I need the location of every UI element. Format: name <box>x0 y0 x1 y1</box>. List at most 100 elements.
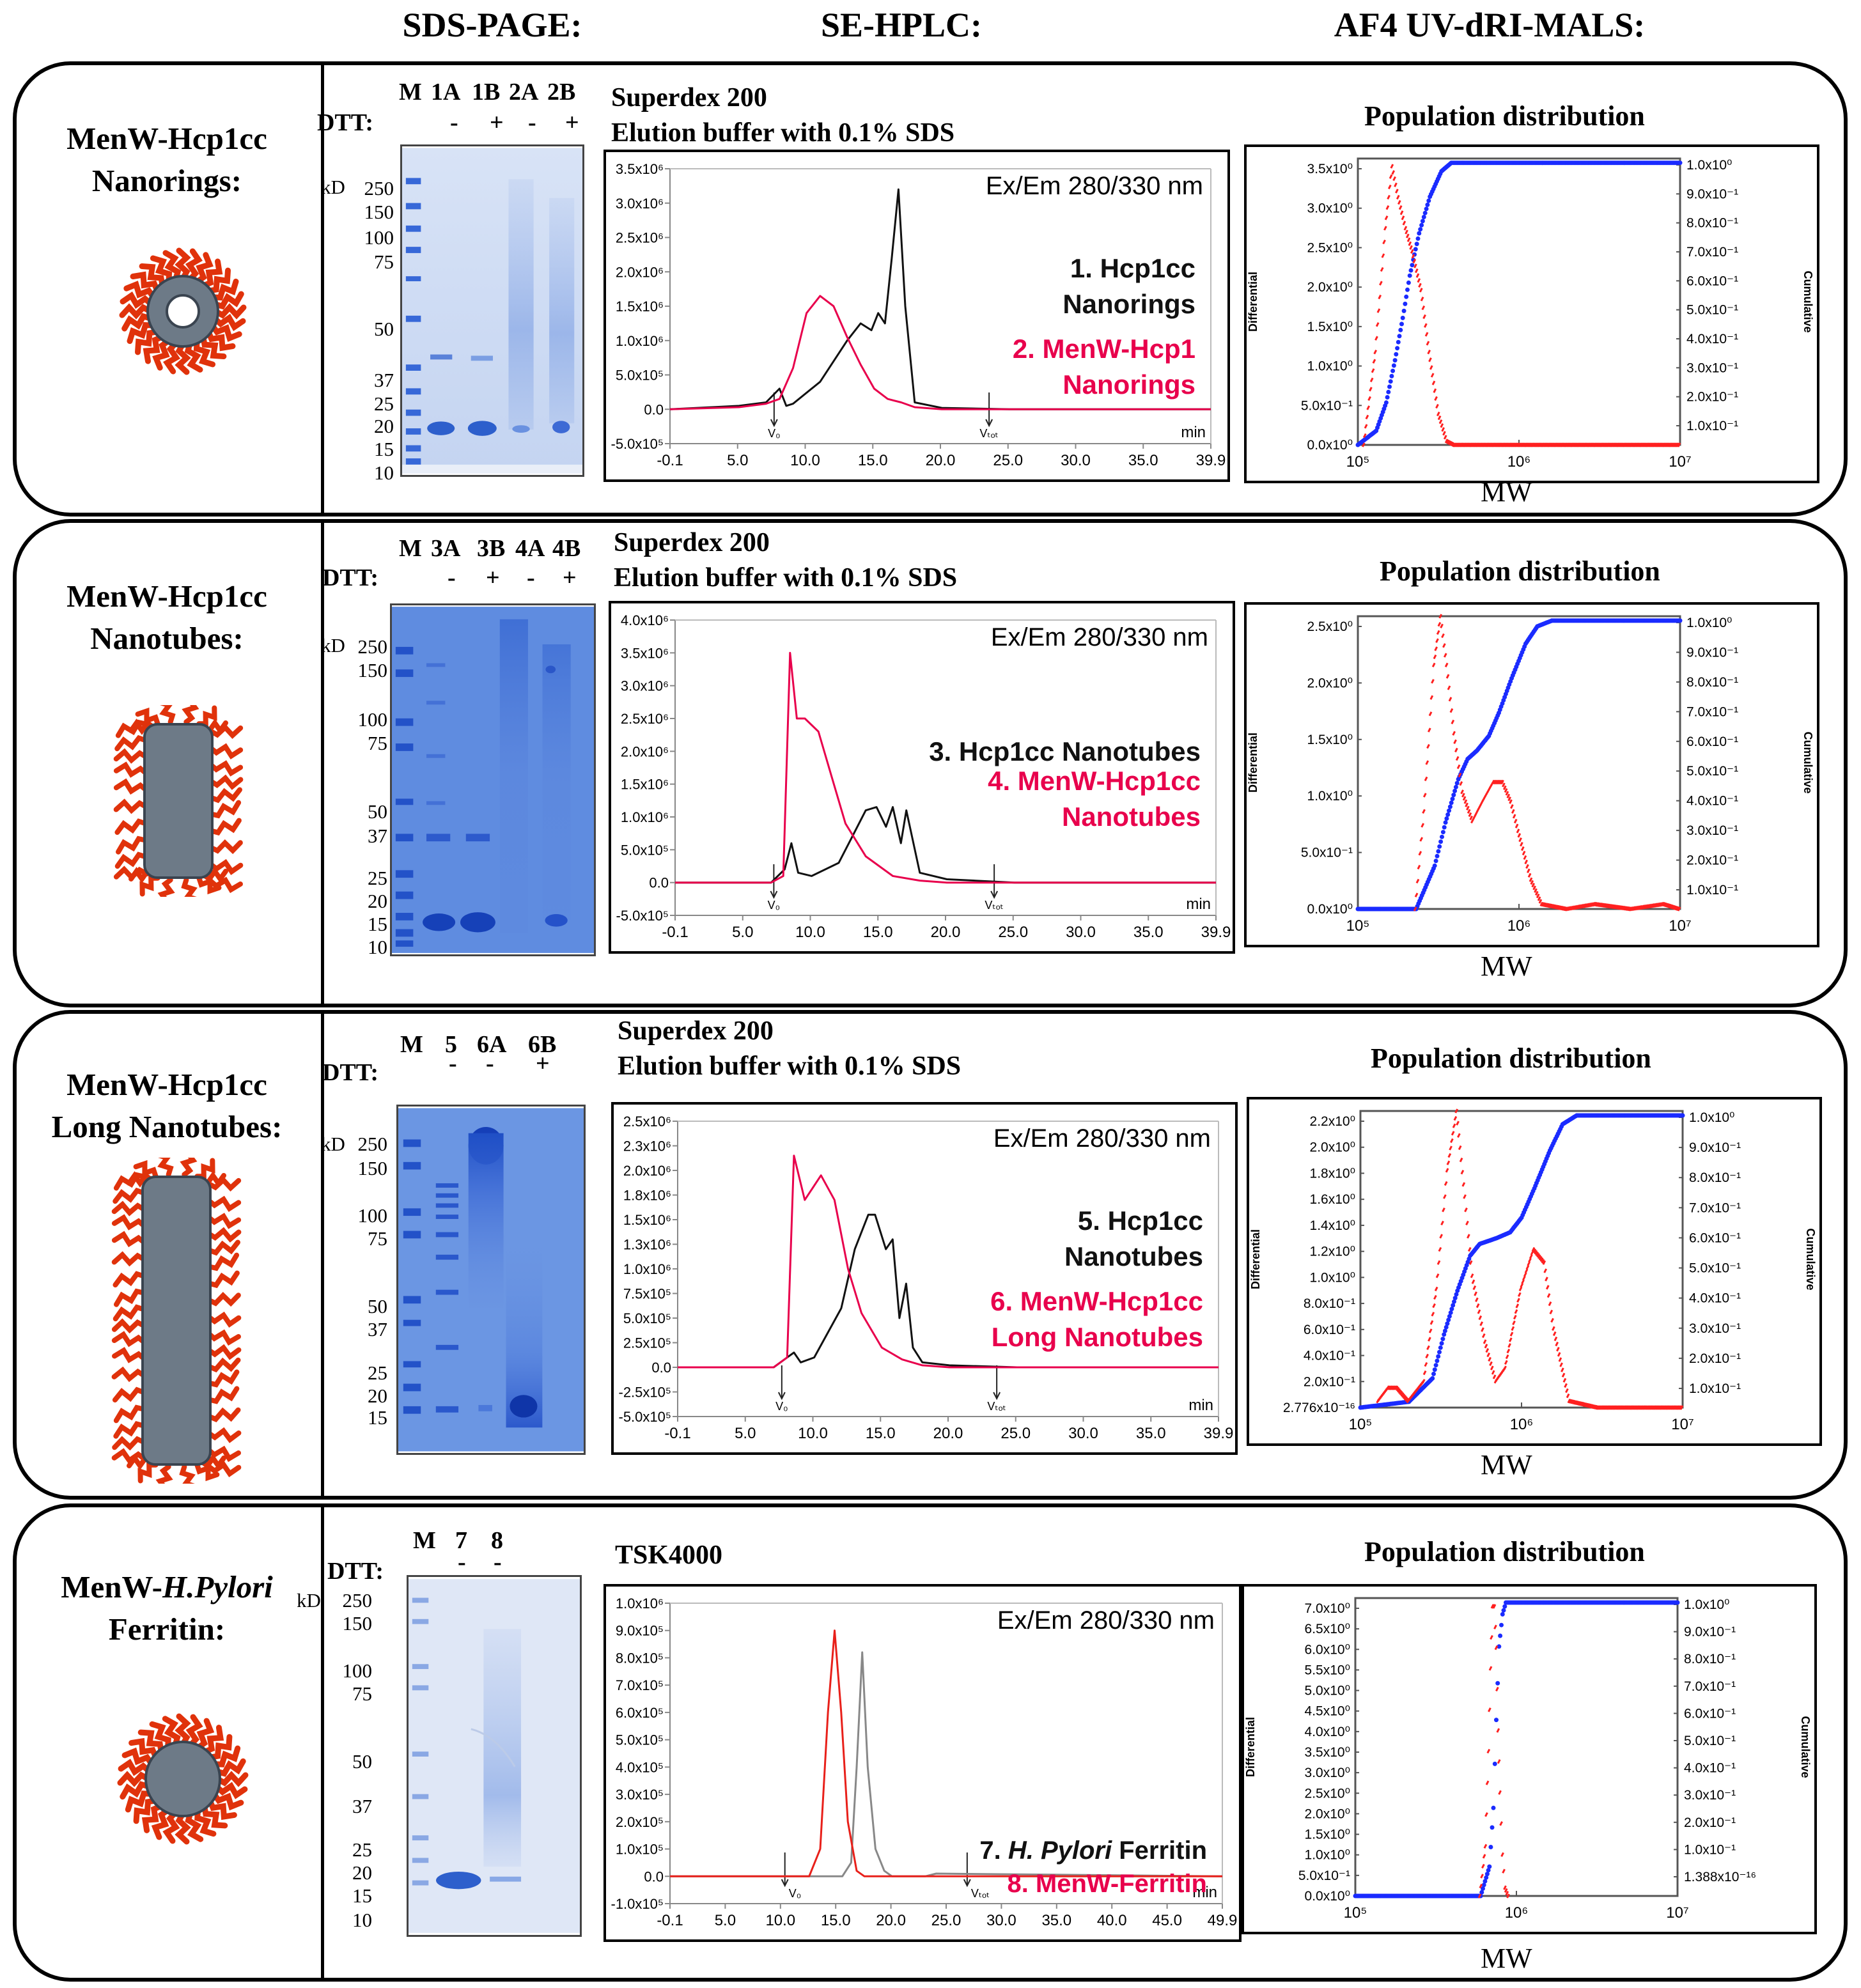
differential-point <box>1512 1320 1516 1326</box>
right-tick-label: 1.0x10⁰ <box>1686 158 1732 173</box>
differential-point <box>1389 174 1393 179</box>
marker-label: 100 <box>357 708 388 731</box>
differential-point <box>1477 1309 1481 1314</box>
y-tick-label: -2.5x10⁵ <box>619 1385 672 1401</box>
differential-point <box>1619 1405 1624 1410</box>
cumulative-point <box>1442 1332 1447 1337</box>
differential-point <box>1520 442 1525 447</box>
differential-axis-label: Differential <box>1249 1229 1262 1289</box>
differential-point <box>1472 442 1477 447</box>
sds-gel-image <box>390 603 596 956</box>
differential-point <box>1376 308 1381 313</box>
x-tick-label: 10⁶ <box>1505 1904 1529 1922</box>
marker-label: 20 <box>368 890 387 912</box>
differential-point <box>1583 1402 1587 1408</box>
differential-point <box>1422 314 1426 320</box>
red-chain <box>113 1187 148 1204</box>
differential-point <box>1488 1707 1491 1712</box>
differential-point <box>1467 442 1471 447</box>
right-tick-label: 5.0x10⁻¹ <box>1686 303 1738 318</box>
sample-line-2: Long Nanotubes: <box>51 1109 283 1145</box>
differential-point <box>1434 646 1438 651</box>
dtt-label: DTT: <box>317 109 373 136</box>
differential-point <box>1669 442 1673 447</box>
right-tick-label: 1.0x10⁰ <box>1684 1597 1729 1612</box>
differential-point <box>1507 796 1511 802</box>
right-tick-label: 2.0x10⁻¹ <box>1689 1351 1741 1366</box>
vtot-label: Vₜₒₜ <box>985 899 1003 912</box>
differential-point <box>1612 442 1616 447</box>
left-tick-label: 6.0x10⁰ <box>1305 1642 1350 1657</box>
differential-point <box>1629 442 1633 447</box>
dtt-3b: + <box>486 564 500 591</box>
differential-point <box>1477 1893 1482 1899</box>
chart-frame <box>609 601 1235 954</box>
differential-point <box>1630 1405 1634 1410</box>
left-tick-label: 5.0x10⁻¹ <box>1301 846 1353 860</box>
differential-point <box>1470 442 1474 447</box>
differential-point <box>1569 1399 1573 1404</box>
differential-point <box>1452 731 1456 736</box>
red-chain <box>205 1292 241 1307</box>
differential-point <box>1422 809 1426 814</box>
differential-point <box>1492 1374 1497 1379</box>
differential-point <box>1497 442 1502 447</box>
cumulative-point <box>1675 1600 1680 1605</box>
differential-point <box>1672 905 1677 910</box>
red-chain <box>111 1366 148 1383</box>
differential-point <box>1549 1309 1553 1315</box>
differential-point <box>1432 1303 1436 1309</box>
cumulative-point <box>1479 1890 1484 1895</box>
x-tick-label: 20.0 <box>876 1912 906 1929</box>
y-tick-label: 4.0x10⁵ <box>616 1759 664 1775</box>
differential-point <box>1592 442 1596 447</box>
differential-point <box>1547 903 1552 908</box>
differential-point <box>1517 833 1522 838</box>
differential-point <box>1676 1405 1680 1410</box>
differential-point <box>1476 1303 1480 1309</box>
differential-point <box>1637 1405 1641 1410</box>
hplc-chart: 1.0x10⁶ 9.0x10⁵ 8.0x10⁵ 7.0x10⁵ 6.0x10⁵ 5.0x1… <box>603 1584 1242 1942</box>
left-tick-label: 4.0x10⁰ <box>1305 1725 1350 1739</box>
differential-point <box>1566 442 1569 447</box>
y-tick-label: 0.0 <box>644 1868 664 1884</box>
differential-point <box>1497 442 1500 447</box>
cumulative-axis-label: Cumulative <box>1802 731 1814 793</box>
red-chain <box>114 734 150 752</box>
cumulative-point <box>1399 322 1404 327</box>
differential-point <box>1461 442 1465 447</box>
cumulative-point <box>1408 268 1413 273</box>
differential-point <box>1513 818 1518 824</box>
marker-label: 37 <box>368 1318 387 1340</box>
dtt-label: DTT: <box>322 564 378 591</box>
differential-point <box>1440 1220 1444 1225</box>
differential-point <box>1424 776 1428 782</box>
differential-point <box>1645 442 1649 447</box>
differential-point <box>1514 1309 1518 1314</box>
x-tick-label: 10⁶ <box>1510 1416 1534 1433</box>
differential-point <box>1631 442 1635 447</box>
right-tick-label: 5.0x10⁻¹ <box>1684 1734 1736 1748</box>
differential-point <box>1646 442 1650 447</box>
y-tick-label: 7.5x10⁵ <box>623 1286 671 1302</box>
dtt-3a: - <box>448 564 456 591</box>
dtt-6b: + <box>536 1050 550 1077</box>
right-tick-label: 6.0x10⁻¹ <box>1684 1706 1736 1721</box>
differential-point <box>1468 442 1472 447</box>
differential-point <box>1525 1265 1530 1270</box>
differential-point <box>1514 442 1519 447</box>
differential-point <box>1622 1405 1626 1410</box>
kd-label: kD <box>321 1133 345 1155</box>
left-tick-label: 3.5x10⁰ <box>1305 1745 1350 1760</box>
differential-point <box>1483 442 1487 447</box>
left-tick-label: 5.5x10⁰ <box>1305 1663 1350 1677</box>
differential-point <box>1639 905 1643 910</box>
y-tick-label: -1.0x10⁵ <box>611 1896 664 1912</box>
differential-point <box>1584 442 1588 447</box>
red-chain <box>117 1771 152 1787</box>
differential-point <box>1675 906 1679 911</box>
marker-label: 75 <box>368 1227 387 1250</box>
cumulative-point <box>1385 395 1390 400</box>
differential-point <box>1561 906 1565 911</box>
red-chain <box>205 1386 240 1404</box>
